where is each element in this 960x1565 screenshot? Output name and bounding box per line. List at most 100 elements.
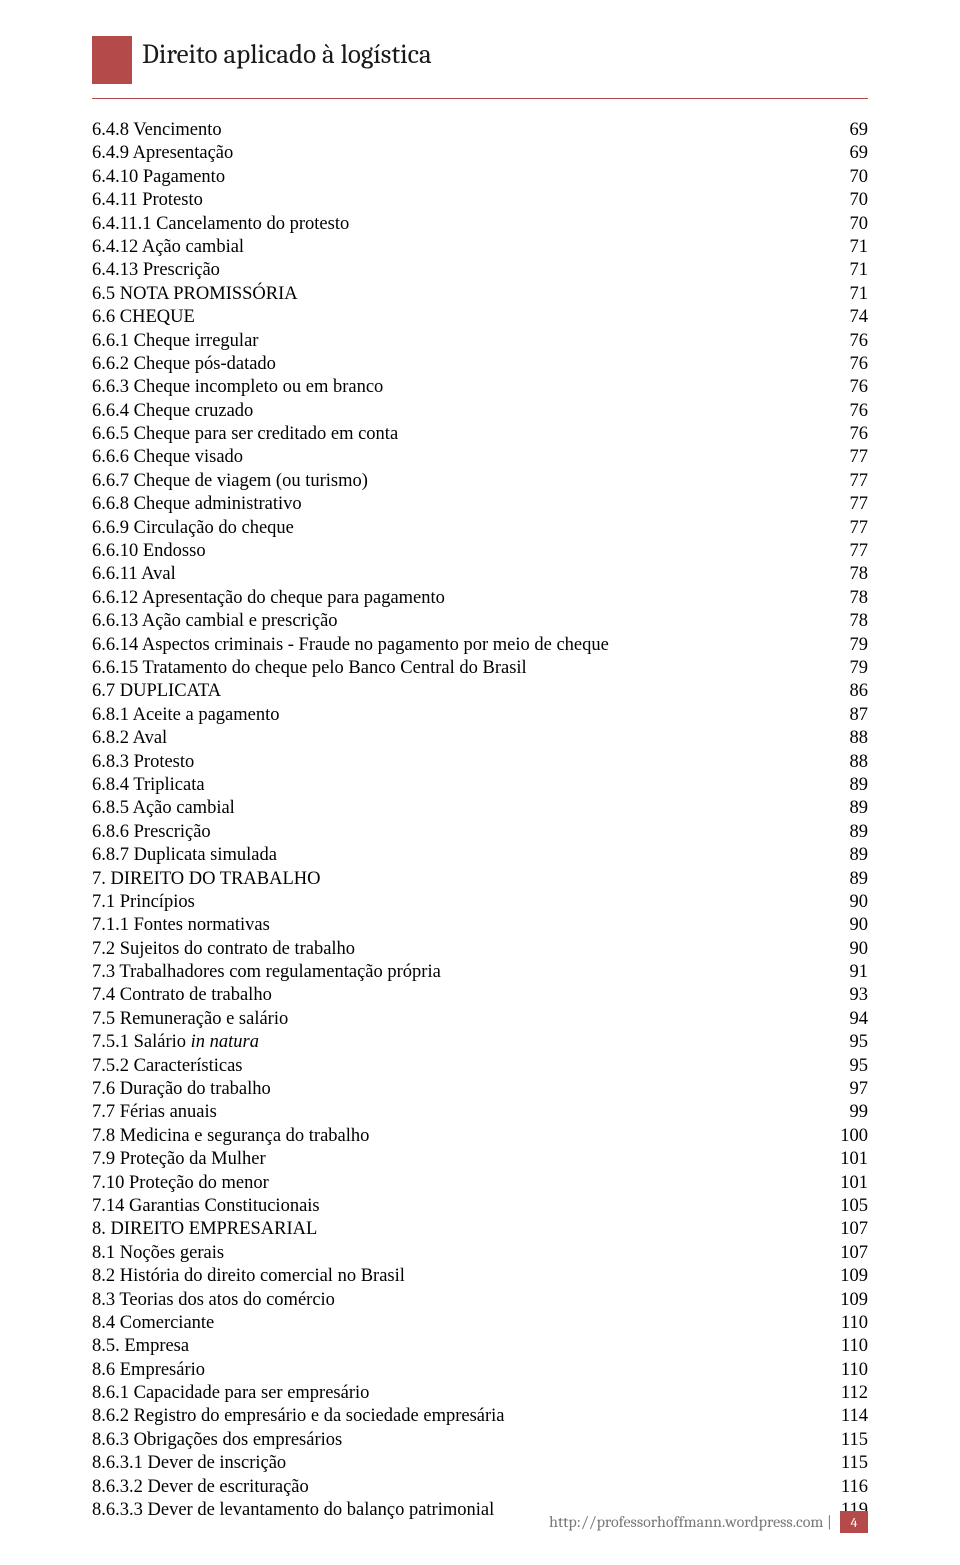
toc-entry-title: 7.10 Proteção do menor <box>92 1172 269 1195</box>
toc-entry-title: 6.4.13 Prescrição <box>92 259 220 282</box>
toc-row: 8.6.3 Obrigações dos empresários115 <box>92 1429 868 1452</box>
toc-entry-title: 6.7 DUPLICATA <box>92 680 221 703</box>
toc-entry-title: 6.8.1 Aceite a pagamento <box>92 704 280 727</box>
toc-entry-title: 6.6.7 Cheque de viagem (ou turismo) <box>92 470 368 493</box>
toc-entry-page: 70 <box>840 189 869 212</box>
toc-entry-title: 8.6.2 Registro do empresário e da socied… <box>92 1405 505 1428</box>
toc-entry-page: 87 <box>840 704 869 727</box>
toc-entry-page: 76 <box>840 423 869 446</box>
toc-entry-title: 6.6.11 Aval <box>92 563 176 586</box>
toc-entry-page: 76 <box>840 330 869 353</box>
toc-row: 7.4 Contrato de trabalho 93 <box>92 984 868 1007</box>
toc-entry-title: 6.6.9 Circulação do cheque <box>92 517 294 540</box>
toc-row: 7.5.2 Características95 <box>92 1055 868 1078</box>
toc-entry-title: 6.6.15 Tratamento do cheque pelo Banco C… <box>92 657 527 680</box>
toc-entry-title: 8. DIREITO EMPRESARIAL <box>92 1218 317 1241</box>
toc-entry-title: 6.4.12 Ação cambial <box>92 236 244 259</box>
toc-entry-page: 78 <box>840 563 869 586</box>
toc-entry-page: 77 <box>840 517 869 540</box>
toc-entry-page: 112 <box>831 1382 868 1405</box>
toc-row: 6.8.4 Triplicata89 <box>92 774 868 797</box>
toc-entry-title: 6.4.9 Apresentação <box>92 142 233 165</box>
toc-entry-page: 110 <box>831 1359 868 1382</box>
toc-entry-title: 7.5.1 Salário in natura <box>92 1031 259 1054</box>
toc-entry-page: 77 <box>840 470 869 493</box>
footer-page-number: 4 <box>840 1511 868 1533</box>
toc-entry-title: 8.6.1 Capacidade para ser empresário <box>92 1382 369 1405</box>
toc-entry-title: 6.6.1 Cheque irregular <box>92 330 258 353</box>
toc-entry-page: 101 <box>830 1148 868 1171</box>
toc-entry-page: 77 <box>840 493 869 516</box>
toc-entry-title: 6.6.2 Cheque pós-datado <box>92 353 276 376</box>
toc-entry-title: 7.6 Duração do trabalho <box>92 1078 271 1101</box>
toc-entry-page: 109 <box>830 1265 868 1288</box>
toc-entry-page: 71 <box>840 259 869 282</box>
toc-row: 6.6.5 Cheque para ser creditado em conta… <box>92 423 868 446</box>
toc-entry-title: 6.5 NOTA PROMISSÓRIA <box>92 283 298 306</box>
toc-row: 7.8 Medicina e segurança do trabalho100 <box>92 1125 868 1148</box>
toc-row: 7.5 Remuneração e salário94 <box>92 1008 868 1031</box>
toc-entry-page: 69 <box>840 119 869 142</box>
toc-row: 6.6.3 Cheque incompleto ou em branco76 <box>92 376 868 399</box>
toc-entry-title: 6.4.10 Pagamento <box>92 166 225 189</box>
toc-entry-title: 7.4 Contrato de trabalho <box>92 984 272 1007</box>
toc-row: 6.4.13 Prescrição 71 <box>92 259 868 282</box>
footer-url: http://professorhoffmann.wordpress.com | <box>549 1513 832 1531</box>
toc-entry-title: 6.4.8 Vencimento <box>92 119 222 142</box>
toc-row: 8.5. Empresa110 <box>92 1335 868 1358</box>
toc-entry-title: 6.8.4 Triplicata <box>92 774 205 797</box>
toc-row: 6.6.9 Circulação do cheque 77 <box>92 517 868 540</box>
toc-entry-title: 8.1 Noções gerais <box>92 1242 224 1265</box>
toc-row: 8.6.3.1 Dever de inscrição115 <box>92 1452 868 1475</box>
toc-entry-page: 90 <box>840 891 869 914</box>
header-accent-block <box>92 36 132 84</box>
toc-entry-page: 79 <box>840 634 869 657</box>
toc-entry-title: 6.4.11.1 Cancelamento do protesto <box>92 213 349 236</box>
toc-entry-page: 76 <box>840 400 869 423</box>
toc-row: 6.4.11 Protesto70 <box>92 189 868 212</box>
toc-row: 6.4.12 Ação cambial71 <box>92 236 868 259</box>
toc-entry-title: 8.6.3.2 Dever de escrituração <box>92 1476 309 1499</box>
toc-entry-page: 94 <box>840 1008 869 1031</box>
toc-entry-page: 110 <box>831 1312 868 1335</box>
toc-row: 8. DIREITO EMPRESARIAL107 <box>92 1218 868 1241</box>
toc-row: 8.6 Empresário110 <box>92 1359 868 1382</box>
toc-entry-page: 88 <box>840 751 869 774</box>
toc-row: 7. DIREITO DO TRABALHO89 <box>92 868 868 891</box>
toc-entry-title: 6.8.6 Prescrição <box>92 821 211 844</box>
toc-row: 6.6.1 Cheque irregular 76 <box>92 330 868 353</box>
toc-entry-title: 8.6.3 Obrigações dos empresários <box>92 1429 342 1452</box>
toc-entry-title-italic: in natura <box>191 1032 259 1052</box>
toc-entry-page: 70 <box>840 213 869 236</box>
toc-entry-title: 8.5. Empresa <box>92 1335 189 1358</box>
toc-entry-page: 89 <box>840 821 869 844</box>
toc-row: 6.6.11 Aval 78 <box>92 563 868 586</box>
toc-entry-page: 89 <box>840 868 869 891</box>
toc-entry-title: 6.6.4 Cheque cruzado <box>92 400 253 423</box>
toc-entry-title: 7.3 Trabalhadores com regulamentação pró… <box>92 961 441 984</box>
toc-row: 6.8.3 Protesto88 <box>92 751 868 774</box>
toc-row: 7.10 Proteção do menor101 <box>92 1172 868 1195</box>
toc-entry-title: 6.6.14 Aspectos criminais - Fraude no pa… <box>92 634 609 657</box>
toc-entry-page: 97 <box>840 1078 869 1101</box>
toc-entry-title: 8.3 Teorias dos atos do comércio <box>92 1289 335 1312</box>
toc-row: 8.1 Noções gerais 107 <box>92 1242 868 1265</box>
toc-row: 7.3 Trabalhadores com regulamentação pró… <box>92 961 868 984</box>
toc-entry-title: 6.6.10 Endosso <box>92 540 206 563</box>
toc-row: 8.4 Comerciante110 <box>92 1312 868 1335</box>
toc-row: 6.6 CHEQUE74 <box>92 306 868 329</box>
toc-row: 6.4.11.1 Cancelamento do protesto 70 <box>92 213 868 236</box>
toc-entry-title: 7.8 Medicina e segurança do trabalho <box>92 1125 369 1148</box>
toc-entry-title: 7.5.2 Características <box>92 1055 243 1078</box>
toc-row: 8.6.2 Registro do empresário e da socied… <box>92 1405 868 1428</box>
toc-entry-page: 107 <box>830 1242 868 1265</box>
toc-entry-page: 93 <box>840 984 869 1007</box>
toc-row: 8.6.1 Capacidade para ser empresário 112 <box>92 1382 868 1405</box>
toc-row: 6.8.5 Ação cambial89 <box>92 797 868 820</box>
toc-entry-page: 115 <box>831 1452 868 1475</box>
toc-row: 6.6.12 Apresentação do cheque para pagam… <box>92 587 868 610</box>
toc-row: 6.8.7 Duplicata simulada89 <box>92 844 868 867</box>
toc-entry-title: 6.6.13 Ação cambial e prescrição <box>92 610 338 633</box>
toc-entry-title: 7.7 Férias anuais <box>92 1101 217 1124</box>
toc-entry-page: 90 <box>840 914 869 937</box>
